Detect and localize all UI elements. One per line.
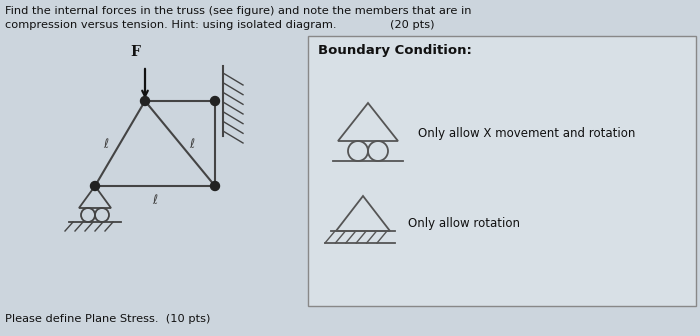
Circle shape [90, 181, 99, 191]
Text: (20 pts): (20 pts) [390, 20, 435, 30]
Text: $\ell$: $\ell$ [152, 193, 158, 207]
Text: Find the internal forces in the truss (see figure) and note the members that are: Find the internal forces in the truss (s… [5, 6, 472, 16]
Text: Please define Plane Stress.  (10 pts): Please define Plane Stress. (10 pts) [5, 314, 211, 324]
Text: $\ell$: $\ell$ [189, 136, 195, 151]
Text: $\ell$: $\ell$ [103, 136, 109, 151]
Circle shape [211, 96, 220, 106]
Circle shape [211, 181, 220, 191]
Bar [308, 36, 696, 306]
Text: Boundary Condition:: Boundary Condition: [318, 44, 472, 57]
Text: Only allow rotation: Only allow rotation [408, 216, 520, 229]
Text: Only allow X movement and rotation: Only allow X movement and rotation [418, 126, 636, 139]
Text: compression versus tension. Hint: using isolated diagram.: compression versus tension. Hint: using … [5, 20, 337, 30]
Circle shape [141, 96, 150, 106]
Text: F: F [130, 45, 140, 59]
